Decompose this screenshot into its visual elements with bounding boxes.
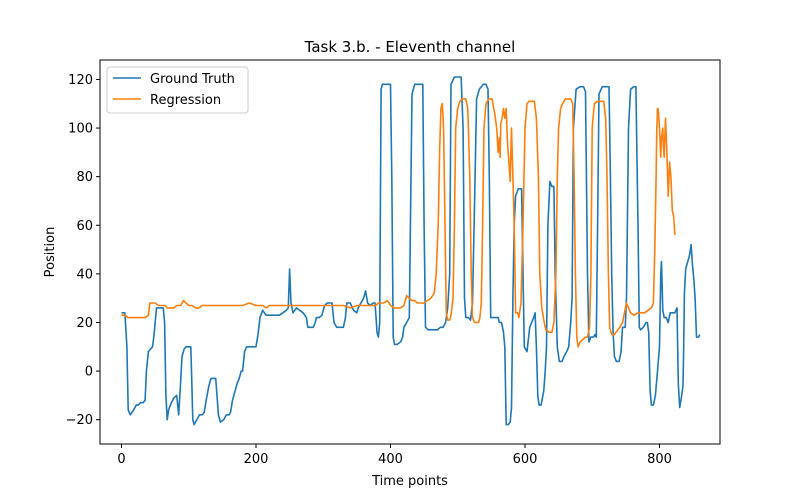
axes-frame [99,59,721,445]
y-tick-label: 0 [85,365,93,380]
y-axis: −20 0 20 40 60 80 100 120 [66,73,100,428]
chart-title: Task 3.b. - Eleventh channel [304,38,516,56]
legend-box [106,66,249,114]
x-tick-label: 600 [513,452,538,467]
y-tick-label: 20 [76,316,93,331]
y-tick-label: 100 [68,122,93,137]
legend-label-ground-truth: Ground Truth [150,72,235,87]
x-axis: 0 200 400 600 800 [117,444,672,467]
plot-area [121,76,701,426]
series-line-ground-truth [121,76,701,426]
x-tick-label: 400 [378,452,403,467]
y-tick-label: 80 [76,170,93,185]
y-tick-label: −20 [66,413,93,428]
x-axis-label: Time points [371,474,448,489]
y-tick-label: 120 [68,73,93,88]
x-tick-label: 0 [117,452,125,467]
x-tick-label: 200 [244,452,269,467]
y-tick-label: 40 [76,267,93,282]
y-tick-label: 60 [76,219,93,234]
x-tick-label: 800 [647,452,672,467]
series-line-regression [121,98,676,348]
legend: Ground Truth Regression [106,66,249,114]
legend-label-regression: Regression [150,93,221,108]
y-axis-label: Position [43,227,58,278]
